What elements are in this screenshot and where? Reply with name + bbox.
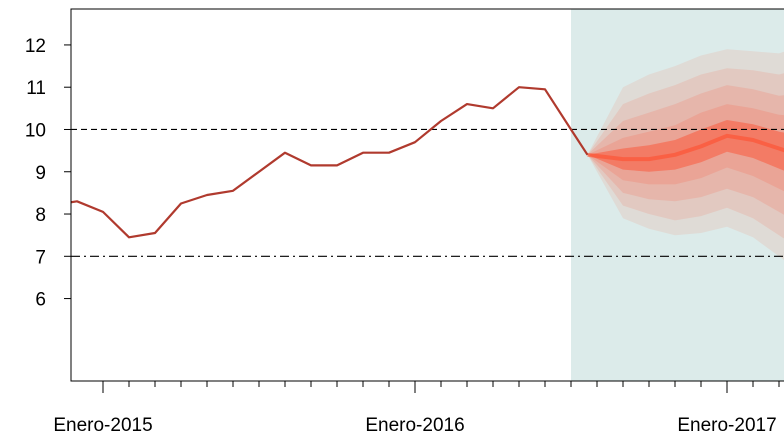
x-tick-label: Enero-2017 [677,415,776,436]
y-tick-label: 10 [25,120,46,141]
y-tick-label: 7 [35,247,46,268]
y-tick-label: 8 [35,205,46,226]
x-axis-ticks: Enero-2015 Enero-2016 Enero-2017 [53,381,779,436]
y-tick-label: 6 [35,290,46,311]
x-tick-label: Enero-2015 [53,415,152,436]
y-tick-label: 11 [26,78,46,99]
series-line-1 [51,87,588,237]
y-tick-label: 12 [25,36,46,57]
y-tick-label: 9 [35,163,46,184]
x-tick-label: Enero-2016 [365,415,464,436]
y-axis-ticks: 6 7 8 9 10 11 12 [25,36,71,311]
series-lines [51,87,588,237]
